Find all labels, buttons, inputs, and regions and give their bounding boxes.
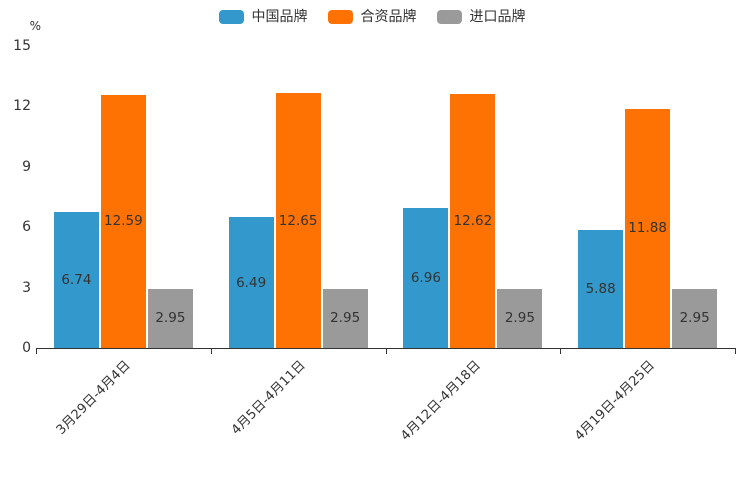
legend-item-3[interactable]: 进口品牌: [436, 9, 526, 25]
x-axis-category-label: 4月5日-4月11日: [228, 358, 309, 438]
legend-item-2[interactable]: 合资品牌: [327, 9, 417, 25]
legend-label: 中国品牌: [251, 9, 308, 25]
legend-item-1[interactable]: 中国品牌: [218, 9, 308, 25]
bar-series2-group4[interactable]: [625, 108, 671, 348]
bar-series2-group1[interactable]: [100, 94, 146, 348]
bar-series1-group3[interactable]: [403, 207, 449, 348]
bar-value-label: 2.95: [155, 310, 186, 327]
y-axis-tick-label: 9: [22, 158, 31, 175]
bar-series2-group2[interactable]: [275, 93, 321, 348]
bar-value-label: 6.74: [61, 272, 92, 289]
y-axis-tick-label: 3: [22, 279, 31, 296]
x-axis-category-label: 4月12日-4月18日: [397, 358, 484, 444]
x-axis-tick: [36, 348, 37, 354]
bar-series1-group4[interactable]: [578, 229, 624, 348]
bar-series3-group2[interactable]: [322, 288, 368, 348]
bar-value-label: 11.88: [628, 220, 667, 237]
y-axis-tick-label: 0: [22, 340, 31, 356]
y-axis-unit-label: %: [29, 19, 41, 33]
bar-series3-group1[interactable]: [147, 288, 193, 348]
legend-label: 合资品牌: [360, 9, 417, 25]
bar-value-label: 12.62: [453, 212, 493, 229]
bar-value-label: 6.96: [410, 269, 441, 286]
y-axis-tick-label: 6: [22, 219, 31, 236]
legend-label: 进口品牌: [469, 9, 526, 25]
bar-value-label: 12.65: [278, 212, 318, 229]
bar-value-label: 2.95: [330, 310, 361, 327]
x-axis-tick: [210, 348, 212, 354]
bar-value-label: 5.88: [585, 280, 616, 297]
bar-value-label: 6.49: [236, 274, 267, 291]
legend-marker-icon: [436, 10, 462, 24]
y-axis-tick-label: 12: [13, 98, 31, 115]
bar-series3-group4[interactable]: [672, 288, 718, 348]
x-axis-category-label: 3月29日-4月4日: [54, 358, 134, 438]
legend: 中国品牌 合资品牌 进口品牌: [0, 9, 744, 25]
bar-series1-group2[interactable]: [228, 217, 274, 348]
y-axis-tick-label: 15: [13, 38, 31, 54]
legend-marker-icon: [218, 10, 244, 24]
bar-series3-group3[interactable]: [497, 288, 543, 348]
x-axis-tick: [560, 348, 562, 354]
x-axis-tick: [385, 348, 387, 354]
bar-value-label: 2.95: [679, 310, 710, 327]
x-axis-tick: [735, 348, 736, 354]
legend-marker-icon: [327, 10, 353, 24]
bar-value-label: 12.59: [104, 213, 143, 230]
x-axis-category-label: 4月19日-4月25日: [572, 358, 659, 444]
bar-value-label: 2.95: [504, 310, 535, 327]
bar-series2-group3[interactable]: [450, 93, 496, 348]
bar-series1-group1[interactable]: [53, 212, 99, 348]
